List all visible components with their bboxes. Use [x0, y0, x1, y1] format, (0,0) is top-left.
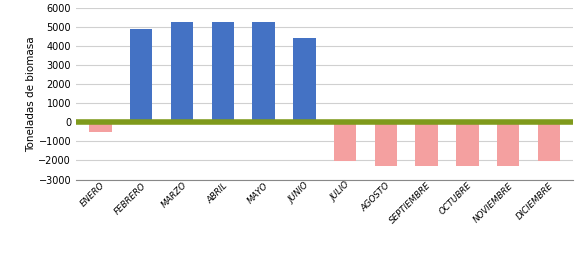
- Bar: [212, 22, 234, 122]
- Y-axis label: Toneladas de biomasa: Toneladas de biomasa: [26, 36, 36, 152]
- Bar: [334, 122, 356, 161]
- Bar: [171, 22, 193, 122]
- Bar: [456, 122, 479, 166]
- Bar: [90, 122, 112, 132]
- Bar: [497, 122, 519, 166]
- Bar: [130, 29, 153, 122]
- Bar: [293, 38, 315, 122]
- Bar: [538, 122, 560, 161]
- Bar: [374, 122, 397, 166]
- Bar: [252, 22, 275, 122]
- Bar: [415, 122, 438, 166]
